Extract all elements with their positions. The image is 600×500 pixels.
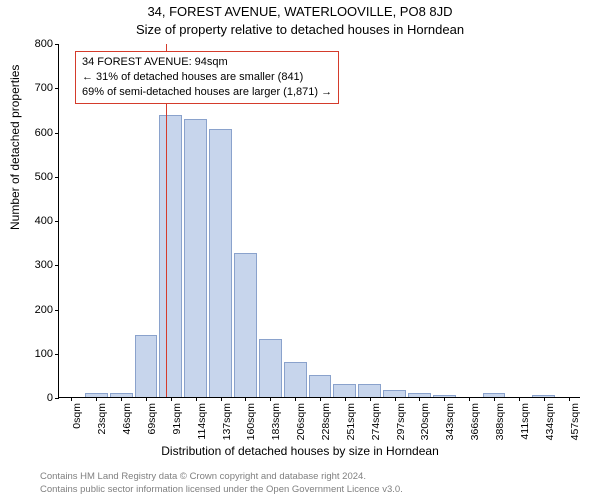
x-tick-mark xyxy=(469,397,470,401)
annotation-line: 69% of semi-detached houses are larger (… xyxy=(82,85,332,100)
y-tick-label: 700 xyxy=(35,82,53,94)
x-tick-label: 69sqm xyxy=(146,403,158,435)
x-tick-label: 274sqm xyxy=(370,403,382,440)
x-tick-label: 206sqm xyxy=(295,403,307,440)
x-tick-label: 366sqm xyxy=(469,403,481,440)
bar xyxy=(433,395,456,397)
bar xyxy=(408,393,431,397)
y-tick-label: 600 xyxy=(35,127,53,139)
x-tick-mark xyxy=(395,397,396,401)
x-tick-mark xyxy=(171,397,172,401)
annotation-line: ← 31% of detached houses are smaller (84… xyxy=(82,70,332,85)
y-tick-mark xyxy=(55,177,59,178)
y-tick-label: 300 xyxy=(35,259,53,271)
chart-container: 34, FOREST AVENUE, WATERLOOVILLE, PO8 8J… xyxy=(0,0,600,500)
y-tick-mark xyxy=(55,88,59,89)
x-tick-mark xyxy=(245,397,246,401)
y-tick-mark xyxy=(55,354,59,355)
bar xyxy=(209,129,232,397)
bar xyxy=(259,339,282,397)
y-tick-label: 400 xyxy=(35,215,53,227)
y-tick-label: 800 xyxy=(35,38,53,50)
title-subtitle: Size of property relative to detached ho… xyxy=(0,22,600,37)
bar xyxy=(159,115,182,397)
annotation-line: 34 FOREST AVENUE: 94sqm xyxy=(82,55,332,70)
y-tick-mark xyxy=(55,265,59,266)
bar xyxy=(333,384,356,397)
y-tick-mark xyxy=(55,133,59,134)
attribution-line1: Contains HM Land Registry data © Crown c… xyxy=(40,471,590,483)
x-tick-mark xyxy=(519,397,520,401)
x-tick-label: 228sqm xyxy=(320,403,332,440)
x-tick-mark xyxy=(96,397,97,401)
x-tick-label: 251sqm xyxy=(345,403,357,440)
y-tick-mark xyxy=(55,221,59,222)
x-tick-mark xyxy=(544,397,545,401)
x-tick-mark xyxy=(444,397,445,401)
x-tick-label: 343sqm xyxy=(444,403,456,440)
x-tick-mark xyxy=(196,397,197,401)
bar xyxy=(284,362,307,397)
attribution-line2: Contains public sector information licen… xyxy=(40,484,590,496)
x-tick-mark xyxy=(494,397,495,401)
x-tick-label: 457sqm xyxy=(569,403,581,440)
bar xyxy=(483,393,506,397)
x-tick-label: 114sqm xyxy=(196,403,208,440)
x-tick-mark xyxy=(569,397,570,401)
x-tick-label: 160sqm xyxy=(245,403,257,440)
x-tick-label: 388sqm xyxy=(494,403,506,440)
x-tick-label: 46sqm xyxy=(121,403,133,435)
x-tick-label: 137sqm xyxy=(221,403,233,440)
y-tick-label: 0 xyxy=(47,392,53,404)
bar xyxy=(184,119,207,397)
x-tick-mark xyxy=(71,397,72,401)
bar xyxy=(309,375,332,397)
x-tick-mark xyxy=(270,397,271,401)
x-tick-mark xyxy=(320,397,321,401)
y-tick-mark xyxy=(55,310,59,311)
x-tick-mark xyxy=(221,397,222,401)
bar xyxy=(383,390,406,397)
y-axis-label: Number of detached properties xyxy=(8,65,22,230)
bar xyxy=(110,393,133,397)
x-tick-mark xyxy=(146,397,147,401)
x-tick-mark xyxy=(419,397,420,401)
title-address: 34, FOREST AVENUE, WATERLOOVILLE, PO8 8J… xyxy=(0,4,600,19)
bar xyxy=(234,253,257,397)
x-tick-label: 320sqm xyxy=(419,403,431,440)
y-tick-label: 500 xyxy=(35,171,53,183)
bar xyxy=(358,384,381,397)
y-tick-mark xyxy=(55,398,59,399)
bar xyxy=(532,395,555,397)
x-tick-label: 183sqm xyxy=(270,403,282,440)
x-tick-label: 23sqm xyxy=(96,403,108,435)
x-tick-mark xyxy=(345,397,346,401)
attribution-text: Contains HM Land Registry data © Crown c… xyxy=(40,471,590,496)
x-tick-label: 91sqm xyxy=(171,403,183,435)
annotation-box: 34 FOREST AVENUE: 94sqm← 31% of detached… xyxy=(75,51,339,104)
x-tick-label: 297sqm xyxy=(395,403,407,440)
y-tick-mark xyxy=(55,44,59,45)
x-axis-label: Distribution of detached houses by size … xyxy=(0,444,600,458)
bar xyxy=(135,335,158,397)
x-tick-label: 411sqm xyxy=(519,403,531,440)
y-tick-label: 100 xyxy=(35,348,53,360)
x-tick-mark xyxy=(295,397,296,401)
y-tick-label: 200 xyxy=(35,304,53,316)
x-tick-mark xyxy=(370,397,371,401)
x-tick-label: 0sqm xyxy=(71,403,83,429)
bar xyxy=(85,393,108,397)
x-tick-label: 434sqm xyxy=(544,403,556,440)
x-tick-mark xyxy=(121,397,122,401)
